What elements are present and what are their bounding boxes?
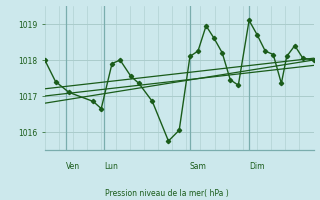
Text: Pression niveau de la mer( hPa ): Pression niveau de la mer( hPa ) (105, 189, 228, 198)
Text: Lun: Lun (104, 162, 118, 171)
Text: Sam: Sam (190, 162, 207, 171)
Text: Ven: Ven (66, 162, 80, 171)
Text: Dim: Dim (249, 162, 265, 171)
